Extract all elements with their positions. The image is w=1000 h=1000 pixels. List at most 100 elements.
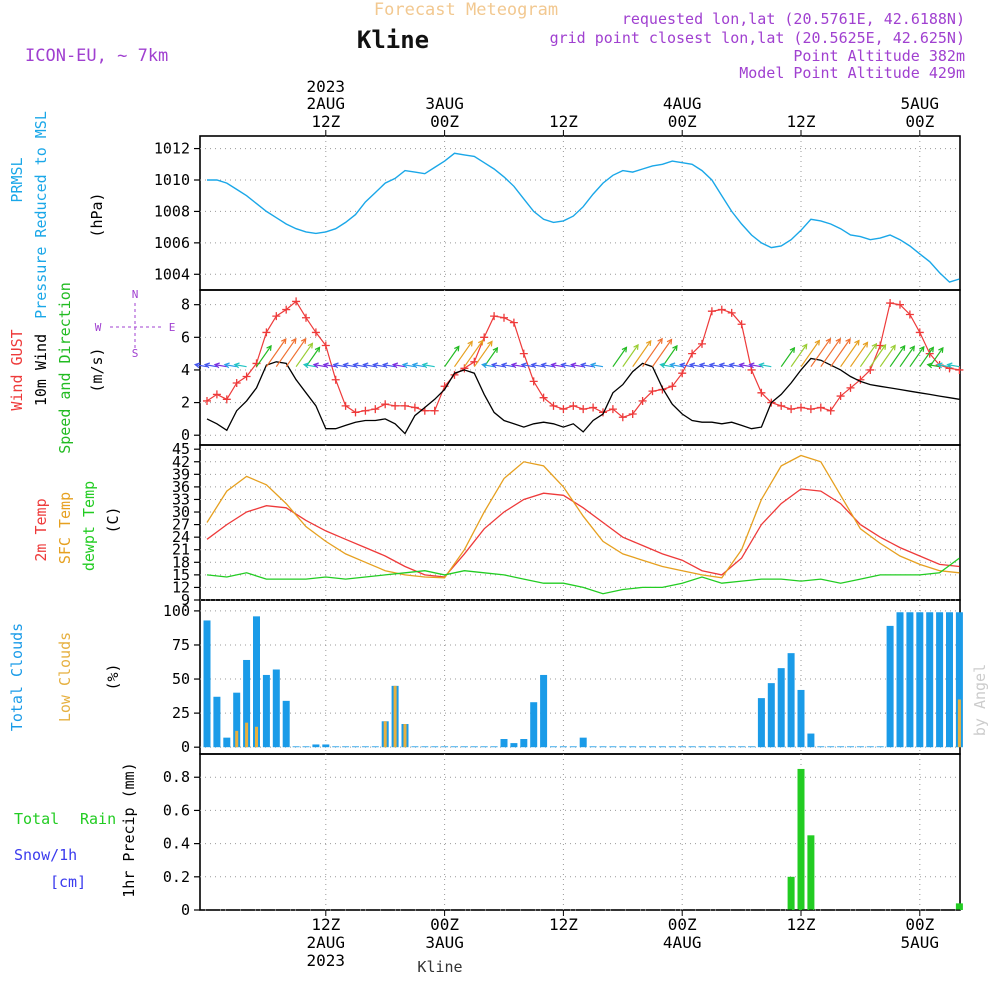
total-cloud-bar bbox=[896, 612, 904, 748]
bottom-axis-date: 5AUG bbox=[901, 933, 940, 952]
wind-direction-arrow bbox=[224, 364, 237, 368]
wind-direction-arrow bbox=[947, 364, 960, 368]
gust-label: Wind GUST bbox=[8, 329, 26, 410]
total-cloud-bar bbox=[619, 746, 627, 748]
wind-arrow-head bbox=[580, 362, 587, 369]
total-cloud-bar bbox=[470, 746, 478, 748]
y-tick-label: 75 bbox=[172, 636, 190, 654]
y-tick-label: 30 bbox=[172, 503, 190, 521]
snow-unit: [cm] bbox=[50, 873, 86, 891]
wind-direction-arrow bbox=[511, 364, 524, 368]
panel-frame bbox=[199, 599, 961, 755]
gust-marker bbox=[698, 339, 706, 348]
total-cloud-bar bbox=[203, 620, 211, 748]
wind-direction-arrow bbox=[473, 341, 493, 368]
wind-arrow-head bbox=[825, 337, 832, 344]
wind-direction-arrow bbox=[899, 346, 915, 368]
tsfc-line bbox=[206, 454, 960, 579]
gust-marker bbox=[905, 310, 914, 319]
y-tick-label: 1010 bbox=[154, 171, 190, 189]
wind-direction-arrow bbox=[869, 344, 887, 368]
total-cloud-bar bbox=[213, 696, 221, 748]
rain-bar bbox=[807, 835, 815, 910]
gust-marker bbox=[589, 403, 598, 412]
gust-marker bbox=[292, 297, 301, 306]
wind-direction-arrow bbox=[323, 364, 336, 368]
total-cloud-bar bbox=[411, 746, 419, 748]
wind-arrow-head bbox=[530, 362, 537, 369]
wind-direction-arrow bbox=[581, 364, 594, 368]
gust-marker bbox=[678, 369, 687, 378]
total-cloud-bar bbox=[342, 746, 350, 748]
total-cloud-bar bbox=[292, 746, 300, 748]
y-tick-label: 0.2 bbox=[163, 868, 190, 886]
wind-direction-arrow bbox=[454, 341, 473, 368]
wind-direction-arrow bbox=[422, 364, 435, 368]
gust-marker bbox=[797, 403, 805, 412]
wind-arrow-head bbox=[314, 346, 321, 353]
wind-direction-arrow bbox=[729, 364, 742, 368]
wind-arrow-head bbox=[203, 362, 211, 369]
total-clouds-label: Total Clouds bbox=[8, 623, 26, 731]
wind-direction-arrow bbox=[303, 364, 317, 368]
pressure-label-long: Pressure Reduced to MSL bbox=[32, 111, 50, 319]
total-cloud-bar bbox=[916, 612, 924, 748]
gust-marker bbox=[757, 388, 766, 397]
total-cloud-bar bbox=[708, 746, 716, 748]
wind-arrow-head bbox=[589, 362, 597, 369]
wind-direction-arrow bbox=[830, 338, 851, 368]
y-tick-label: 15 bbox=[172, 566, 190, 584]
gust-marker bbox=[559, 405, 568, 414]
temp-unit: (C) bbox=[104, 506, 122, 533]
gust-marker bbox=[539, 393, 548, 402]
total-cloud-bar bbox=[847, 746, 854, 748]
gust-marker bbox=[648, 387, 657, 396]
top-axis-hour: 12Z bbox=[787, 112, 816, 131]
wind-direction-arrow bbox=[670, 364, 683, 368]
total-cloud-bar bbox=[807, 733, 815, 748]
total-cloud-bar bbox=[480, 746, 488, 748]
point-altitude: Point Altitude 382m bbox=[793, 47, 965, 65]
total-cloud-bar bbox=[569, 746, 577, 748]
total-cloud-bar bbox=[767, 683, 775, 748]
gust-marker bbox=[638, 396, 647, 405]
gust-marker bbox=[203, 396, 211, 405]
gust-marker bbox=[430, 406, 439, 415]
wind-arrow-head bbox=[193, 362, 201, 369]
gust-marker bbox=[915, 328, 924, 337]
cloud-unit: (%) bbox=[104, 663, 122, 690]
wind-arrow-head bbox=[926, 362, 933, 369]
y-tick-label: 0.8 bbox=[163, 768, 190, 786]
wind-arrow-head bbox=[401, 362, 409, 369]
wind-direction-arrow bbox=[561, 364, 574, 368]
wind-direction-arrow bbox=[521, 364, 534, 368]
wind-arrow-head bbox=[307, 342, 314, 349]
gust-marker bbox=[341, 401, 350, 410]
wind-direction-arrow bbox=[780, 347, 795, 368]
gust-marker bbox=[747, 365, 756, 374]
total-cloud-bar bbox=[272, 669, 280, 748]
total-cloud-bar bbox=[510, 743, 518, 748]
total-cloud-bar bbox=[312, 744, 320, 748]
wind-direction-arrow bbox=[840, 340, 860, 368]
compass-n: N bbox=[132, 288, 139, 301]
total-cloud-bar bbox=[282, 700, 290, 748]
gust-marker bbox=[727, 308, 736, 317]
total-cloud-bar bbox=[520, 739, 528, 748]
wind-arrow-head bbox=[679, 362, 686, 369]
wind-direction-arrow bbox=[622, 344, 639, 368]
gust-marker bbox=[381, 400, 390, 409]
location-title: Kline bbox=[357, 26, 429, 54]
gust-marker bbox=[262, 328, 271, 337]
y-tick-label: 6 bbox=[181, 328, 190, 346]
rain-label: Rain bbox=[80, 810, 116, 828]
gust-marker bbox=[212, 390, 221, 399]
gust-marker bbox=[866, 365, 875, 374]
total-cloud-bar bbox=[530, 702, 538, 748]
rain-bar bbox=[797, 768, 805, 910]
wind-arrow-head bbox=[672, 344, 678, 351]
top-axis-hour: 12Z bbox=[549, 112, 578, 131]
y-tick-label: 0 bbox=[181, 901, 190, 919]
gust-marker bbox=[955, 365, 964, 374]
wind-line bbox=[206, 357, 960, 435]
